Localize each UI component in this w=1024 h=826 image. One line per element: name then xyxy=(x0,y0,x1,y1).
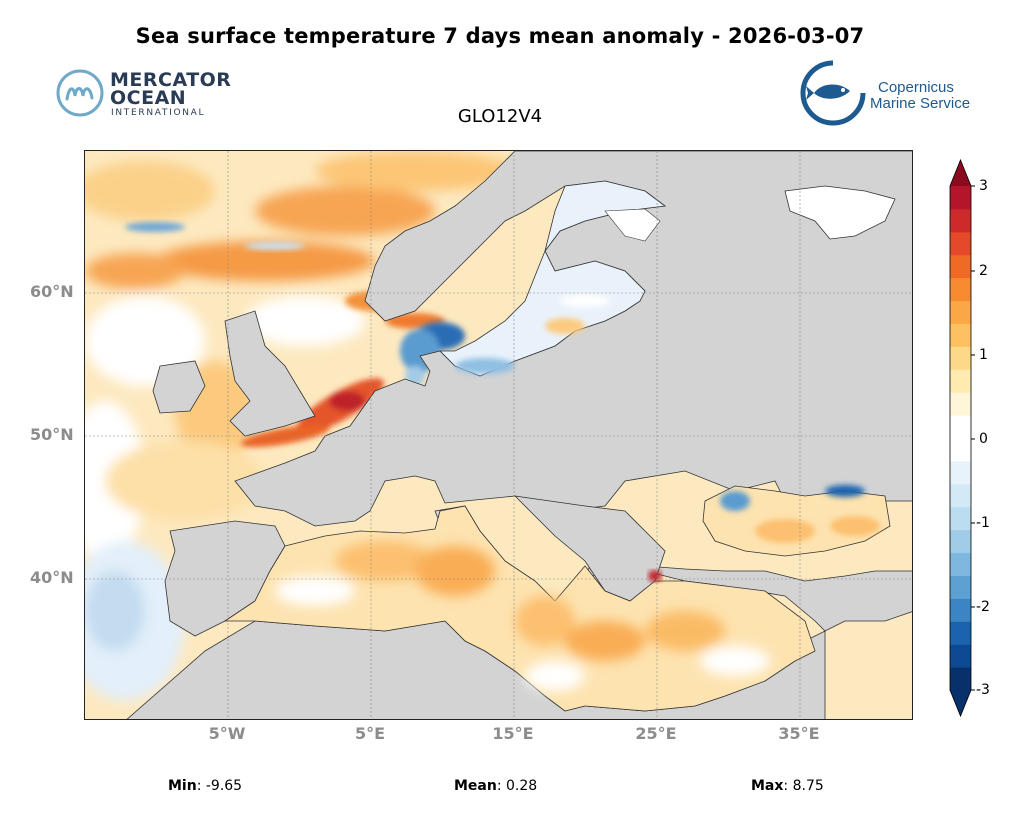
lon-tick-25e: 25°E xyxy=(635,724,677,743)
colorbar-segment xyxy=(950,254,971,279)
copernicus-fish-icon xyxy=(800,60,866,126)
colorbar-segment xyxy=(950,369,971,393)
copernicus-logo-text-1: Copernicus xyxy=(878,79,954,96)
colorbar-segment xyxy=(950,621,971,645)
map-canvas xyxy=(85,151,912,719)
lon-tick-5w: 5°W xyxy=(208,724,246,743)
stat-max-label: Max xyxy=(751,778,784,794)
colorbar-segment xyxy=(950,415,971,439)
mercator-logo-text-3: INTERNATIONAL xyxy=(111,108,206,118)
mercator-ocean-logo: MERCATOR OCEAN INTERNATIONAL xyxy=(56,68,236,124)
copernicus-logo-text-2: Marine Service xyxy=(870,95,971,112)
lon-tick-35e: 35°E xyxy=(778,724,820,743)
colorbar-label-2: 2 xyxy=(979,263,988,279)
stat-mean-value: : 0.28 xyxy=(496,778,538,794)
mercator-wave-icon xyxy=(56,69,104,117)
colorbar-segment xyxy=(950,300,971,324)
stat-mean: Mean: 0.28 xyxy=(454,778,537,794)
lat-tick-40n: 40°N xyxy=(30,568,74,587)
stat-min-label: Min xyxy=(168,778,197,794)
colorbar-label-neg3: -3 xyxy=(976,682,990,698)
colorbar-segment xyxy=(950,323,971,347)
colorbar-segment xyxy=(950,346,971,370)
lat-tick-60n: 60°N xyxy=(30,282,74,301)
model-name: GLO12V4 xyxy=(457,106,543,127)
colorbar-segment xyxy=(950,186,971,210)
land xyxy=(126,151,912,719)
colorbar-label-neg2: -2 xyxy=(976,599,990,615)
colorbar-segment xyxy=(950,506,971,531)
colorbar-segment xyxy=(950,460,971,485)
colorbar-ticks xyxy=(971,185,975,691)
anomaly-map xyxy=(84,150,913,720)
mercator-logo-text-2: OCEAN xyxy=(110,87,187,109)
baltic-sea xyxy=(439,180,667,377)
colorbar-label-0: 0 xyxy=(979,431,988,447)
colorbar-segment xyxy=(950,277,971,302)
colorbar xyxy=(949,158,975,718)
colorbar-label-neg1: -1 xyxy=(976,515,990,531)
stat-min: Min: -9.65 xyxy=(168,778,242,794)
lat-tick-50n: 50°N xyxy=(30,425,74,444)
colorbar-segment xyxy=(950,483,971,508)
colorbar-segment xyxy=(950,438,971,462)
colorbar-segment xyxy=(950,529,971,554)
colorbar-segment xyxy=(950,392,971,416)
colorbar-segment xyxy=(950,208,971,233)
colorbar-segment xyxy=(950,575,971,599)
colorbar-label-3: 3 xyxy=(979,178,988,194)
colorbar-segment xyxy=(950,644,971,668)
white-sea xyxy=(784,185,896,240)
mediterranean-sea xyxy=(223,505,816,712)
colorbar-extend-upper xyxy=(950,160,971,186)
copernicus-marine-logo: Copernicus Marine Service xyxy=(800,60,990,126)
colorbar-segment xyxy=(950,231,971,256)
colorbar-label-1: 1 xyxy=(979,347,988,363)
stat-max: Max: 8.75 xyxy=(751,778,824,794)
mercator-logo-text-1: MERCATOR xyxy=(110,69,232,91)
colorbar-segment xyxy=(950,598,971,622)
lon-tick-5e: 5°E xyxy=(354,724,386,743)
stat-max-value: : 8.75 xyxy=(783,778,824,794)
graticule xyxy=(85,151,912,719)
colorbar-segment xyxy=(950,667,971,691)
stat-mean-label: Mean xyxy=(454,778,497,794)
colorbar-extend-lower xyxy=(950,690,971,716)
map-title: Sea surface temperature 7 days mean anom… xyxy=(135,24,865,48)
stat-min-value: : -9.65 xyxy=(196,778,243,794)
colorbar-segment xyxy=(950,552,971,576)
lon-tick-15e: 15°E xyxy=(492,724,534,743)
